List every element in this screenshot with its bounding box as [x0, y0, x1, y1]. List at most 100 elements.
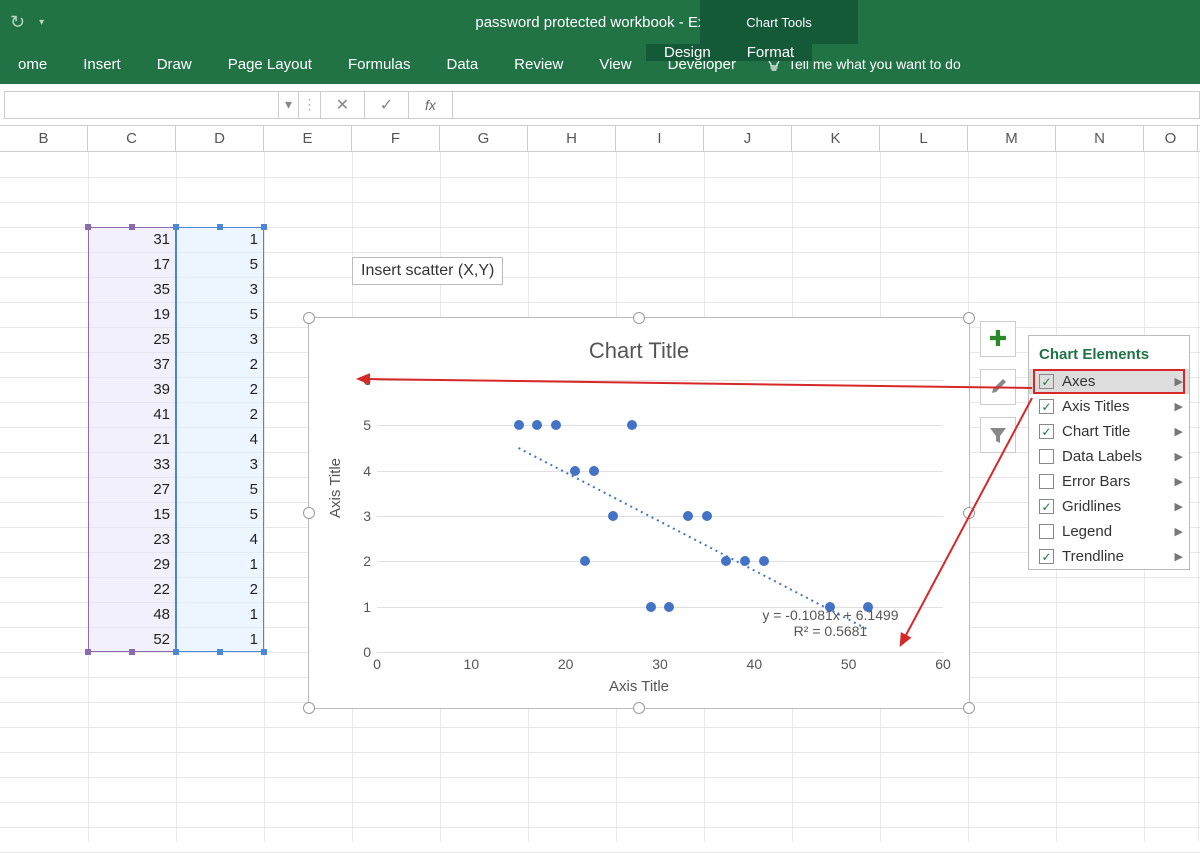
checkbox-icon[interactable]: ✓ — [1039, 374, 1054, 389]
scatter-point[interactable] — [570, 466, 580, 476]
name-box-dropdown-icon[interactable]: ▾ — [278, 92, 298, 118]
column-header-C[interactable]: C — [88, 126, 176, 151]
formula-input[interactable] — [453, 91, 1200, 119]
cell-value[interactable]: 25 — [88, 327, 176, 352]
cell-value[interactable]: 1 — [176, 627, 264, 652]
column-header-M[interactable]: M — [968, 126, 1056, 151]
chart-resize-handle[interactable] — [963, 507, 975, 519]
x-axis-title[interactable]: Axis Title — [309, 678, 969, 695]
cell-value[interactable]: 5 — [176, 477, 264, 502]
cell-value[interactable]: 4 — [176, 427, 264, 452]
cell-value[interactable]: 41 — [88, 402, 176, 427]
chart-elements-item-error-bars[interactable]: Error Bars▶ — [1029, 469, 1189, 494]
chart-elements-item-data-labels[interactable]: Data Labels▶ — [1029, 444, 1189, 469]
checkbox-icon[interactable]: ✓ — [1039, 549, 1054, 564]
cell-value[interactable]: 3 — [176, 452, 264, 477]
tab-insert[interactable]: Insert — [65, 44, 139, 84]
cell-value[interactable]: 19 — [88, 302, 176, 327]
cell-value[interactable]: 5 — [176, 502, 264, 527]
column-header-F[interactable]: F — [352, 126, 440, 151]
checkbox-icon[interactable] — [1039, 524, 1054, 539]
cell-value[interactable]: 39 — [88, 377, 176, 402]
chart-title[interactable]: Chart Title — [309, 338, 969, 364]
scatter-point[interactable] — [589, 466, 599, 476]
chart-elements-item-chart-title[interactable]: ✓Chart Title▶ — [1029, 419, 1189, 444]
chart-resize-handle[interactable] — [303, 702, 315, 714]
column-header-O[interactable]: O — [1144, 126, 1198, 151]
cell-value[interactable]: 1 — [176, 552, 264, 577]
chart-resize-handle[interactable] — [633, 312, 645, 324]
cell-value[interactable]: 29 — [88, 552, 176, 577]
tab-draw[interactable]: Draw — [139, 44, 210, 84]
tab-formulas[interactable]: Formulas — [330, 44, 429, 84]
cell-value[interactable]: 21 — [88, 427, 176, 452]
scatter-chart[interactable]: Chart Title01234560102030405060Axis Titl… — [308, 317, 970, 709]
y-axis-title[interactable]: Axis Title — [327, 458, 344, 518]
cell-value[interactable]: 1 — [176, 602, 264, 627]
scatter-point[interactable] — [608, 511, 618, 521]
tab-page-layout[interactable]: Page Layout — [210, 44, 330, 84]
tab-data[interactable]: Data — [428, 44, 496, 84]
scatter-point[interactable] — [514, 420, 524, 430]
tab-ome[interactable]: ome — [0, 44, 65, 84]
cell-value[interactable]: 37 — [88, 352, 176, 377]
cell-value[interactable]: 2 — [176, 402, 264, 427]
cell-value[interactable]: 22 — [88, 577, 176, 602]
cell-value[interactable]: 27 — [88, 477, 176, 502]
redo-icon[interactable]: ↻ — [10, 12, 25, 33]
cell-value[interactable]: 2 — [176, 377, 264, 402]
cell-value[interactable]: 3 — [176, 277, 264, 302]
column-header-H[interactable]: H — [528, 126, 616, 151]
confirm-edit-button[interactable]: ✓ — [365, 91, 409, 119]
cancel-edit-button[interactable]: ✕ — [321, 91, 365, 119]
column-header-K[interactable]: K — [792, 126, 880, 151]
column-header-B[interactable]: B — [0, 126, 88, 151]
chart-elements-item-trendline[interactable]: ✓Trendline▶ — [1029, 544, 1189, 569]
chart-resize-handle[interactable] — [963, 702, 975, 714]
chart-resize-handle[interactable] — [303, 312, 315, 324]
tab-format[interactable]: Format — [729, 44, 813, 61]
cell-value[interactable]: 17 — [88, 252, 176, 277]
chart-resize-handle[interactable] — [303, 507, 315, 519]
chart-elements-item-axes[interactable]: ✓Axes▶ — [1029, 369, 1189, 394]
chart-elements-item-axis-titles[interactable]: ✓Axis Titles▶ — [1029, 394, 1189, 419]
cell-value[interactable]: 33 — [88, 452, 176, 477]
checkbox-icon[interactable]: ✓ — [1039, 499, 1054, 514]
scatter-point[interactable] — [580, 556, 590, 566]
name-box[interactable]: ▾ — [4, 91, 299, 119]
column-header-G[interactable]: G — [440, 126, 528, 151]
tab-review[interactable]: Review — [496, 44, 581, 84]
checkbox-icon[interactable]: ✓ — [1039, 399, 1054, 414]
tab-view[interactable]: View — [581, 44, 649, 84]
column-header-L[interactable]: L — [880, 126, 968, 151]
chart-brush-button[interactable] — [980, 369, 1016, 405]
cell-value[interactable]: 31 — [88, 227, 176, 252]
checkbox-icon[interactable] — [1039, 449, 1054, 464]
scatter-point[interactable] — [627, 420, 637, 430]
chart-resize-handle[interactable] — [633, 702, 645, 714]
cell-grid[interactable]: 3117351925373941213327152329224852153532… — [0, 152, 1200, 841]
scatter-point[interactable] — [646, 602, 656, 612]
cell-value[interactable]: 35 — [88, 277, 176, 302]
tab-design[interactable]: Design — [646, 44, 729, 61]
chart-plus-button[interactable]: ✚ — [980, 321, 1016, 357]
chart-filter-button[interactable] — [980, 417, 1016, 453]
chart-elements-item-gridlines[interactable]: ✓Gridlines▶ — [1029, 494, 1189, 519]
cell-value[interactable]: 5 — [176, 302, 264, 327]
fx-label[interactable]: fx — [409, 91, 453, 119]
chart-elements-item-legend[interactable]: Legend▶ — [1029, 519, 1189, 544]
cell-value[interactable]: 2 — [176, 352, 264, 377]
cell-value[interactable]: 5 — [176, 252, 264, 277]
checkbox-icon[interactable] — [1039, 474, 1054, 489]
column-header-E[interactable]: E — [264, 126, 352, 151]
cell-value[interactable]: 15 — [88, 502, 176, 527]
cell-value[interactable]: 48 — [88, 602, 176, 627]
qat-dropdown-icon[interactable]: ▾ — [39, 17, 44, 28]
column-header-I[interactable]: I — [616, 126, 704, 151]
cell-value[interactable]: 4 — [176, 527, 264, 552]
column-header-J[interactable]: J — [704, 126, 792, 151]
column-header-D[interactable]: D — [176, 126, 264, 151]
cell-value[interactable]: 2 — [176, 577, 264, 602]
chart-resize-handle[interactable] — [963, 312, 975, 324]
cell-value[interactable]: 23 — [88, 527, 176, 552]
